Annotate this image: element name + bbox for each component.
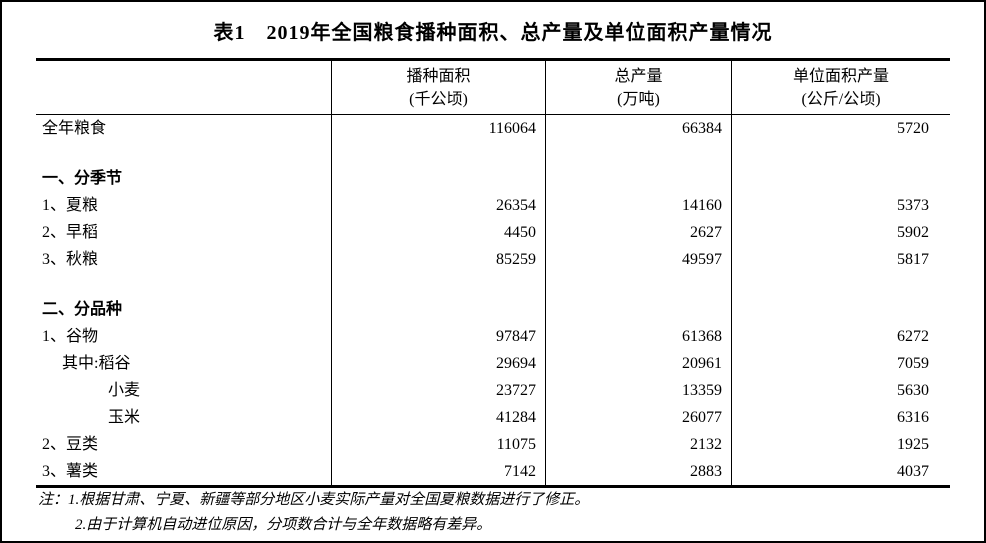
cell-total-output: 61368 <box>545 323 731 350</box>
table-section-row: 二、分品种 <box>36 296 950 323</box>
header-total-output-name: 总产量 <box>614 67 663 85</box>
cell-unit-yield: 5902 <box>731 219 950 246</box>
row-label: 小麦 <box>108 382 141 399</box>
cell-total-output: 13359 <box>545 377 731 404</box>
header-empty-cell <box>36 61 331 114</box>
cell-unit-yield: 5630 <box>731 377 950 404</box>
cell-unit-yield: 4037 <box>731 458 950 485</box>
row-label: 2、豆类 <box>42 436 99 453</box>
cell-unit-yield: 5373 <box>731 192 950 219</box>
cell-total-output <box>545 142 731 165</box>
table-row-spacer <box>36 273 950 296</box>
header-unit-yield-name: 单位面积产量 <box>792 67 889 85</box>
cell-unit-yield: 7059 <box>731 350 950 377</box>
cell-unit-yield: 5720 <box>731 115 950 142</box>
header-sown-area-unit: (千公顷) <box>409 90 468 108</box>
cell-unit-yield <box>731 273 950 296</box>
cell-total-output: 2883 <box>545 458 731 485</box>
row-label <box>36 273 331 296</box>
row-label: 1、谷物 <box>42 328 99 345</box>
row-label: 3、秋粮 <box>42 251 99 268</box>
row-label: 全年粮食 <box>42 120 107 137</box>
table-section-row: 一、分季节 <box>36 165 950 192</box>
table-row: 2、豆类 11075 2132 1925 <box>36 431 950 458</box>
cell-total-output: 20961 <box>545 350 731 377</box>
cell-total-output: 14160 <box>545 192 731 219</box>
cell-unit-yield: 6272 <box>731 323 950 350</box>
cell-unit-yield <box>731 142 950 165</box>
cell-sown-area: 85259 <box>331 246 545 273</box>
cell-sown-area <box>331 165 545 192</box>
row-label: 1、夏粮 <box>42 197 99 214</box>
header-sown-area-name: 播种面积 <box>406 67 471 85</box>
row-label <box>36 142 331 165</box>
cell-sown-area: 116064 <box>331 115 545 142</box>
data-table: 播种面积 (千公顷) 总产量 (万吨) 单位面积产量 (公斤/公顷) 全年粮食 … <box>36 58 950 488</box>
row-label: 玉米 <box>108 409 141 426</box>
cell-unit-yield: 5817 <box>731 246 950 273</box>
cell-sown-area: 26354 <box>331 192 545 219</box>
table-row: 2、早稻 4450 2627 5902 <box>36 219 950 246</box>
row-label: 3、薯类 <box>42 463 99 480</box>
cell-sown-area <box>331 273 545 296</box>
cell-sown-area <box>331 296 545 323</box>
header-total-output: 总产量 (万吨) <box>545 61 731 114</box>
row-label: 2、早稻 <box>42 224 99 241</box>
header-total-output-unit: (万吨) <box>617 90 660 108</box>
cell-total-output: 2132 <box>545 431 731 458</box>
table-row: 全年粮食 116064 66384 5720 <box>36 115 950 142</box>
table-row: 1、夏粮 26354 14160 5373 <box>36 192 950 219</box>
cell-sown-area: 23727 <box>331 377 545 404</box>
table-title: 表1 2019年全国粮食播种面积、总产量及单位面积产量情况 <box>213 22 773 44</box>
table-row: 玉米 41284 26077 6316 <box>36 404 950 431</box>
cell-sown-area: 97847 <box>331 323 545 350</box>
table-header-row: 播种面积 (千公顷) 总产量 (万吨) 单位面积产量 (公斤/公顷) <box>36 61 950 115</box>
row-label: 二、分品种 <box>42 301 123 318</box>
cell-total-output <box>545 273 731 296</box>
cell-total-output <box>545 296 731 323</box>
cell-sown-area <box>331 142 545 165</box>
table-row: 1、谷物 97847 61368 6272 <box>36 323 950 350</box>
cell-sown-area: 29694 <box>331 350 545 377</box>
cell-sown-area: 4450 <box>331 219 545 246</box>
cell-unit-yield: 6316 <box>731 404 950 431</box>
table-row: 小麦 23727 13359 5630 <box>36 377 950 404</box>
header-sown-area: 播种面积 (千公顷) <box>331 61 545 114</box>
row-label: 一、分季节 <box>42 170 123 187</box>
table-row: 其中:稻谷 29694 20961 7059 <box>36 350 950 377</box>
row-label: 其中:稻谷 <box>62 355 131 372</box>
table-row: 3、秋粮 85259 49597 5817 <box>36 246 950 273</box>
footnote-1: 注：1.根据甘肃、宁夏、新疆等部分地区小麦实际产量对全国夏粮数据进行了修正。 <box>38 492 590 508</box>
cell-total-output: 66384 <box>545 115 731 142</box>
cell-total-output: 2627 <box>545 219 731 246</box>
cell-sown-area: 11075 <box>331 431 545 458</box>
cell-total-output <box>545 165 731 192</box>
cell-unit-yield <box>731 296 950 323</box>
cell-total-output: 49597 <box>545 246 731 273</box>
table-footnotes: 注：1.根据甘肃、宁夏、新疆等部分地区小麦实际产量对全国夏粮数据进行了修正。 2… <box>38 488 589 538</box>
cell-sown-area: 41284 <box>331 404 545 431</box>
header-unit-yield-unit: (公斤/公顷) <box>801 90 881 108</box>
cell-sown-area: 7142 <box>331 458 545 485</box>
header-unit-yield: 单位面积产量 (公斤/公顷) <box>731 61 950 114</box>
cell-total-output: 26077 <box>545 404 731 431</box>
cell-unit-yield <box>731 165 950 192</box>
table-row: 3、薯类 7142 2883 4037 <box>36 458 950 485</box>
footnote-2: 2.由于计算机自动进位原因，分项数合计与全年数据略有差异。 <box>75 517 492 533</box>
cell-unit-yield: 1925 <box>731 431 950 458</box>
table-row-spacer <box>36 142 950 165</box>
